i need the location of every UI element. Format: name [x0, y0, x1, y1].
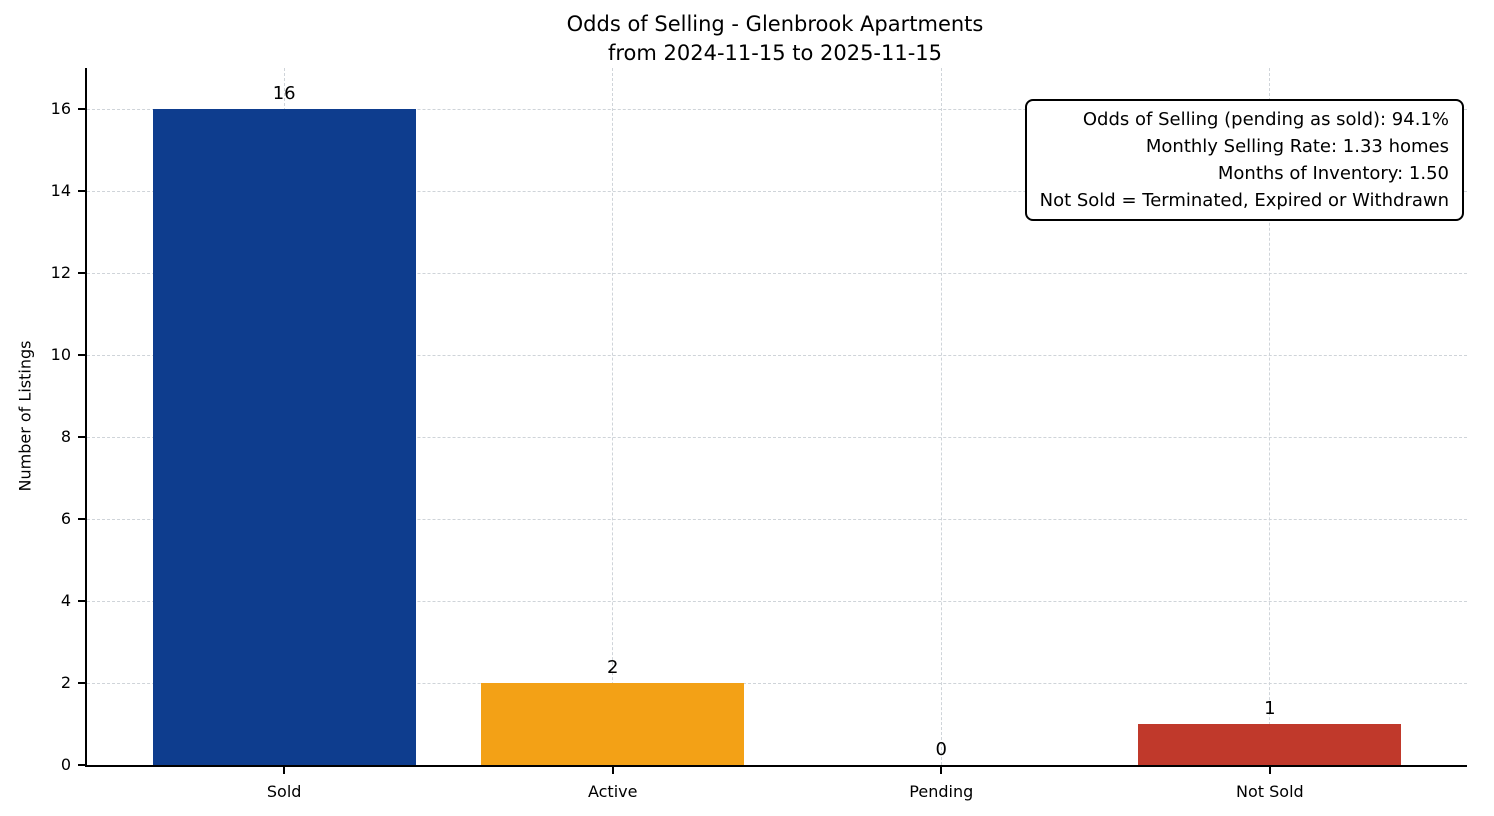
y-tick-mark: [78, 682, 85, 684]
y-tick-label: 14: [50, 181, 71, 200]
chart-title-line1: Odds of Selling - Glenbrook Apartments: [566, 12, 984, 36]
x-tick-label-active: Active: [587, 782, 638, 801]
x-tick-mark: [940, 767, 943, 774]
chart-title: Odds of Selling - Glenbrook Apartments f…: [85, 10, 1465, 68]
y-tick-label: 16: [50, 99, 71, 118]
bar-sold: [152, 109, 416, 765]
gridline-horizontal: [87, 518, 1467, 520]
y-tick-mark: [78, 354, 85, 356]
x-tick-mark: [283, 767, 286, 774]
y-tick-mark: [78, 190, 85, 192]
gridline-horizontal: [87, 354, 1467, 356]
x-tick-label-sold: Sold: [266, 782, 302, 801]
y-tick-mark: [78, 108, 85, 110]
y-tick-label: 4: [60, 591, 71, 610]
y-tick-mark: [78, 600, 85, 602]
gridline-vertical: [612, 68, 614, 765]
y-tick-mark: [78, 272, 85, 274]
chart-title-line2: from 2024-11-15 to 2025-11-15: [607, 41, 943, 65]
gridline-horizontal: [87, 682, 1467, 684]
gridline-horizontal: [87, 272, 1467, 274]
x-tick-mark: [611, 767, 614, 774]
annotation-line-monthly-rate: Monthly Selling Rate: 1.33 homes: [1145, 136, 1449, 157]
annotation-box: Odds of Selling (pending as sold): 94.1%…: [1024, 99, 1464, 221]
annotation-line-inventory: Months of Inventory: 1.50: [1217, 163, 1449, 184]
y-tick-label: 6: [60, 509, 71, 528]
bar-value-label-pending: 0: [935, 739, 948, 760]
y-tick-label: 12: [50, 263, 71, 282]
y-tick-label: 2: [60, 673, 71, 692]
y-tick-mark: [78, 518, 85, 520]
bar-value-label-active: 2: [606, 657, 619, 678]
x-tick-label-pending: Pending: [909, 782, 974, 801]
gridline-horizontal: [87, 190, 1467, 192]
bar-value-label-sold: 16: [272, 83, 296, 104]
y-tick-mark: [78, 764, 85, 766]
bar-value-label-not-sold: 1: [1264, 698, 1276, 719]
bar-active: [481, 683, 745, 765]
y-tick-label: 8: [60, 427, 71, 446]
x-tick-mark: [1268, 767, 1271, 774]
annotation-line-odds: Odds of Selling (pending as sold): 94.1%: [1082, 109, 1449, 130]
annotation-line-not-sold-definition: Not Sold = Terminated, Expired or Withdr…: [1039, 190, 1449, 211]
gridline-horizontal: [87, 600, 1467, 602]
y-tick-label: 10: [50, 345, 71, 364]
x-tick-label-not-sold: Not Sold: [1236, 782, 1304, 801]
y-tick-mark: [78, 436, 85, 438]
plot-area: 0 2 4 6 8 10 12 14 16 Sold 16 Active 2 Pending 0 Not So…: [51, 68, 1467, 801]
y-axis-label: Number of Listings: [15, 340, 35, 492]
gridline-vertical: [1269, 68, 1271, 765]
y-tick-label: 0: [60, 755, 71, 774]
gridline-horizontal: [87, 436, 1467, 438]
bar-not-sold: [1138, 724, 1402, 765]
gridline-vertical: [940, 68, 942, 765]
gridline-horizontal: [87, 108, 1467, 110]
